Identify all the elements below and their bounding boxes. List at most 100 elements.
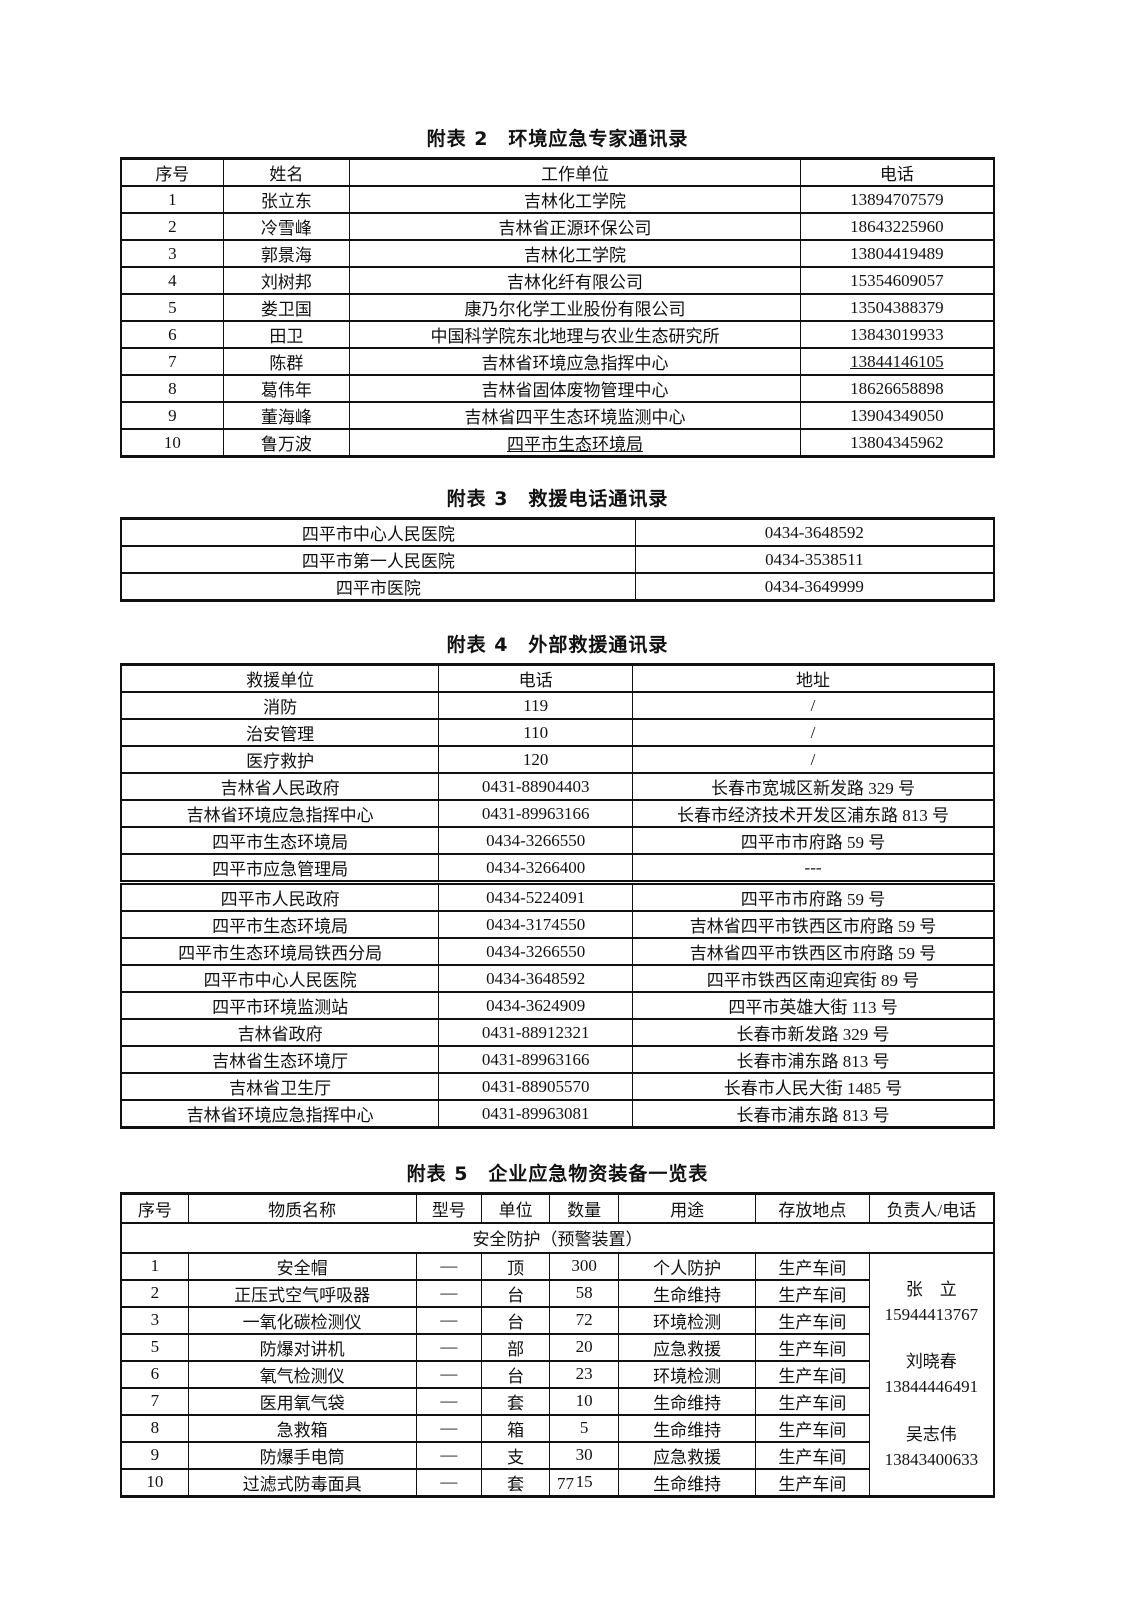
table-row: 8 急救箱 — 箱 5 生命维持 生产车间 <box>120 1413 994 1443</box>
table-cell: / <box>632 745 995 774</box>
table-row: 四平市中心人民医院 0434-3648592 四平市铁西区南迎宾街 89 号 <box>120 964 995 993</box>
table-cell: / <box>632 691 995 720</box>
table-row: 治安管理 110/ <box>120 718 995 747</box>
table-cell: 300 <box>549 1251 620 1281</box>
table-cell: 四平市市府路 59 号 <box>632 880 995 912</box>
table-cell: 消防 <box>120 691 440 720</box>
table-cell: — <box>415 1413 483 1443</box>
table-cell: 0434-3538511 <box>634 545 995 574</box>
table-cell: 氧气检测仪 <box>187 1359 417 1389</box>
table-row: 7 医用氧气袋 — 套 10 生命维持 生产车间 <box>120 1386 994 1416</box>
table-cell: 过滤式防毒面具 <box>187 1467 417 1497</box>
table-cell: 台 <box>481 1359 551 1389</box>
table-cell: 娄卫国 <box>222 293 351 322</box>
table-cell: 环境检测 <box>618 1359 757 1389</box>
table-cell: 3 <box>120 1305 189 1335</box>
table-row: 6 氧气检测仪 — 台 23 环境检测 生产车间 <box>120 1359 994 1389</box>
table-cell: 120 <box>438 745 634 774</box>
column-header: 救援单位 <box>120 663 440 693</box>
table-cell: 7 <box>120 347 224 376</box>
table-row: 吉林省政府 0431-88912321 长春市新发路 329 号 <box>120 1018 995 1047</box>
table-row: 10 鲁万波 四平市生态环境局 13804345962 <box>120 428 995 458</box>
table-cell: 0434-3174550 <box>438 910 634 939</box>
table-cell: 应急救援 <box>618 1332 757 1362</box>
table-cell: 吉林省生态环境厅 <box>120 1045 440 1074</box>
page-content: 附表 2 环境应急专家通讯录 序号 姓名 工作单位 电话 1 张立东 吉林化工学院 1… <box>120 0 995 1498</box>
table-cell: 四平市医院 <box>120 572 636 602</box>
experts-table: 序号 姓名 工作单位 电话 1 张立东 吉林化工学院 13894707579 2 冷雪峰吉… <box>120 157 995 458</box>
table-row: 2 冷雪峰 吉林省正源环保公司 18643225960 <box>120 212 995 241</box>
column-header: 电话 <box>799 157 995 187</box>
table-row: 3 郭景海 吉林化工学院 13804419489 <box>120 239 995 268</box>
table-cell: 生产车间 <box>755 1305 870 1335</box>
table-row: 四平市应急管理局 0434-3266400 --- <box>120 853 995 884</box>
table-cell: 长春市宽城区新发路 329 号 <box>632 772 995 801</box>
column-header: 电话 <box>438 663 634 693</box>
table-cell: 0431-88905570 <box>438 1072 634 1101</box>
table-cell: — <box>415 1386 483 1416</box>
table-cell: 0431-89963166 <box>438 799 634 828</box>
external-rescue-table: 救援单位 电话 地址 消防 119/治安管理 110/医疗救护 120/吉林省人民政府… <box>120 663 995 1129</box>
table-cell: 安全帽 <box>187 1251 417 1281</box>
column-header: 用途 <box>618 1192 757 1224</box>
table-cell: 医疗救护 <box>120 745 440 774</box>
supplies-table-title: 附表 5 企业应急物资装备一览表 <box>406 1163 709 1185</box>
table-cell: 吉林化工学院 <box>349 239 801 268</box>
table-cell: 四平市生态环境局铁西分局 <box>120 937 440 966</box>
table-cell: 2 <box>120 212 224 241</box>
table-cell: 生命维持 <box>618 1278 757 1308</box>
table-cell: 箱 <box>481 1413 551 1443</box>
table-cell: 吉林省固体废物管理中心 <box>349 374 801 403</box>
table-cell: 长春市浦东路 813 号 <box>632 1045 995 1074</box>
column-header: 型号 <box>415 1192 483 1224</box>
table-cell: 张立东 <box>222 185 351 214</box>
table-cell: 长春市浦东路 813 号 <box>632 1099 995 1129</box>
page-number: 77 <box>557 1474 574 1493</box>
table-row: 9 董海峰 吉林省四平生态环境监测中心 13904349050 <box>120 401 995 430</box>
table-cell: 顶 <box>481 1251 551 1281</box>
table-cell: 20 <box>549 1332 620 1362</box>
contact-name: 刘晓春 <box>905 1352 957 1371</box>
table-cell: 吉林省四平市铁西区市府路 59 号 <box>632 937 995 966</box>
table-cell: 6 <box>120 1359 189 1389</box>
table-cell: 治安管理 <box>120 718 440 747</box>
table-cell: 生产车间 <box>755 1467 870 1497</box>
table-cell: 吉林化工学院 <box>349 185 801 214</box>
table-cell: 吉林省环境应急指挥中心 <box>120 1099 440 1129</box>
table-cell: 0431-88904403 <box>438 772 634 801</box>
table-cell: 四平市中心人民医院 <box>120 517 636 547</box>
table-cell: 0434-3624909 <box>438 991 634 1020</box>
table-cell: 0431-89963166 <box>438 1045 634 1074</box>
column-header: 序号 <box>120 157 224 187</box>
table-cell: 吉林省环境应急指挥中心 <box>349 347 801 376</box>
table-row: 7 陈群 吉林省环境应急指挥中心 13844146105 <box>120 347 995 376</box>
table-row: 吉林省环境应急指挥中心 0431-89963081 长春市浦东路 813 号 <box>120 1099 995 1129</box>
table-row: 9 防爆手电筒 — 支 30 应急救援 生产车间 <box>120 1440 994 1470</box>
table-cell: 中国科学院东北地理与农业生态研究所 <box>349 320 801 349</box>
table-cell: 0431-89963081 <box>438 1099 634 1129</box>
table-cell: 0434-3648592 <box>438 964 634 993</box>
table-cell: 四平市英雄大街 113 号 <box>632 991 995 1020</box>
table-row: 2 正压式空气呼吸器 — 台 58 生命维持 生产车间 <box>120 1278 994 1308</box>
responsible-contact-cell: 张 立 15944413767 刘晓春 13844446491 吴志伟 138434006… <box>868 1251 995 1497</box>
table-cell: 生产车间 <box>755 1251 870 1281</box>
table-cell: 四平市环境监测站 <box>120 991 440 1020</box>
table-cell: 长春市新发路 329 号 <box>632 1018 995 1047</box>
contact-block: 张 立 15944413767 <box>870 1277 993 1327</box>
table-cell: 8 <box>120 374 224 403</box>
table-cell: 15354609057 <box>799 266 995 295</box>
table-cell: 119 <box>438 691 634 720</box>
table-cell: 18626658898 <box>799 374 995 403</box>
contact-phone: 13843400633 <box>884 1449 979 1469</box>
table-cell: 四平市中心人民医院 <box>120 964 440 993</box>
table-cell: 套 <box>481 1467 551 1497</box>
table-cell: 13804419489 <box>799 239 995 268</box>
table-cell: 吉林省四平市铁西区市府路 59 号 <box>632 910 995 939</box>
table-row: 4 刘树邦 吉林化纤有限公司 15354609057 <box>120 266 995 295</box>
column-header: 存放地点 <box>755 1192 870 1224</box>
table-row: 四平市医院 0434-3649999 <box>120 572 995 602</box>
table-cell: 2 <box>120 1278 189 1308</box>
table-cell: 吉林省人民政府 <box>120 772 440 801</box>
table-cell: 0434-5224091 <box>438 880 634 912</box>
table-cell: 四平市人民政府 <box>120 880 440 912</box>
